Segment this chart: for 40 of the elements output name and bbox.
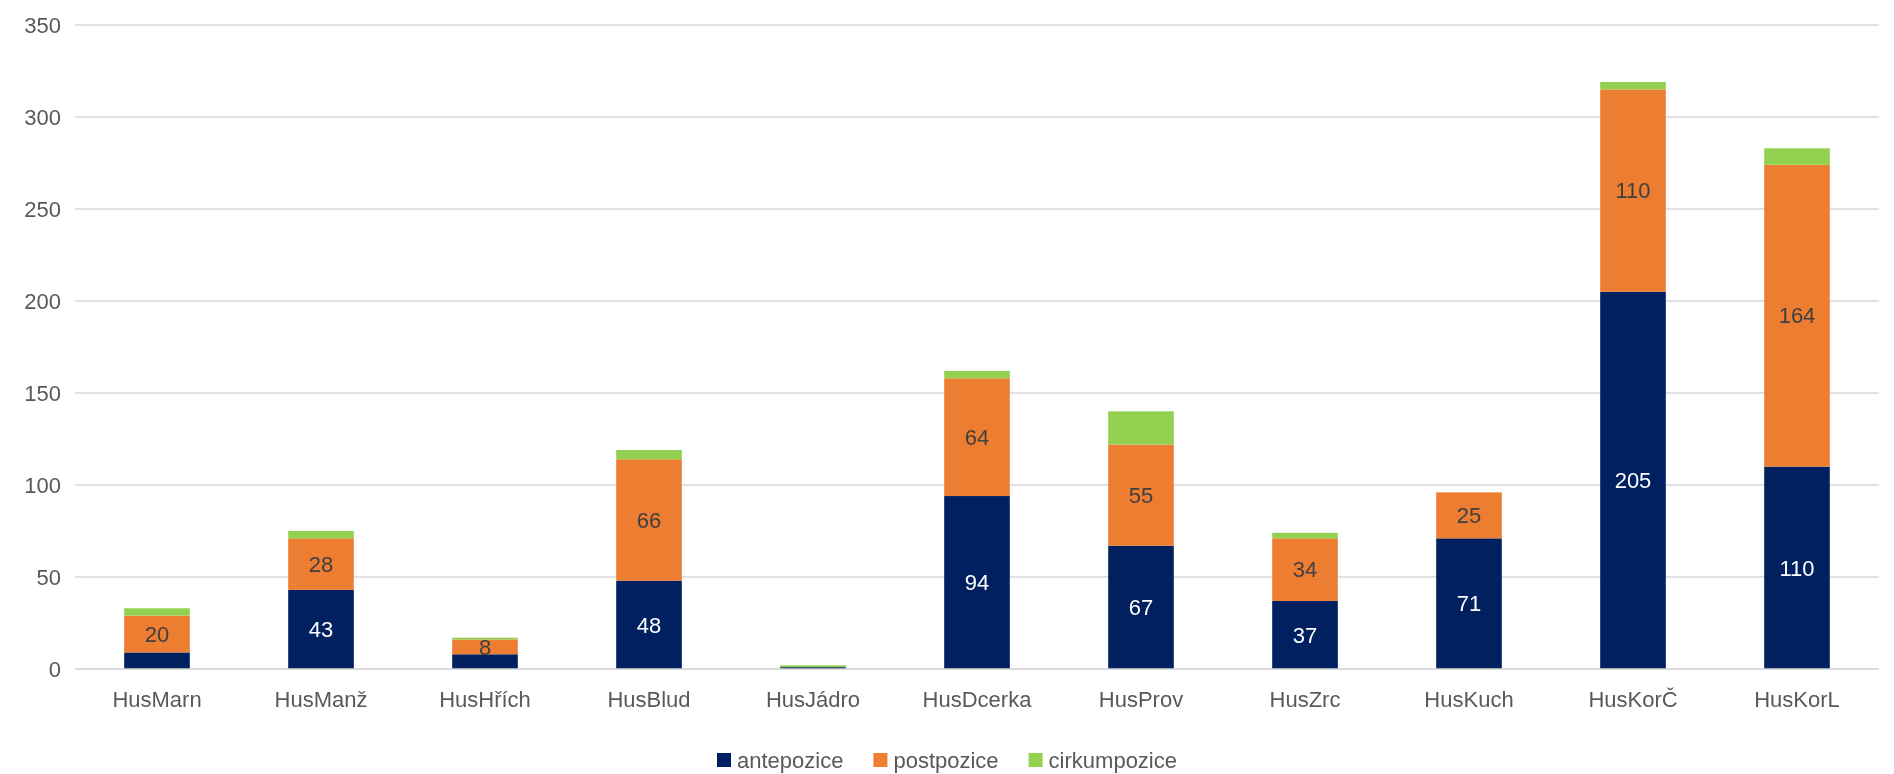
data-label: 8 <box>478 634 492 660</box>
data-label: 110 <box>1615 178 1651 204</box>
x-tick-label: HusBlud <box>607 687 691 712</box>
y-tick-label: 350 <box>24 12 61 38</box>
data-label: 55 <box>1128 482 1154 508</box>
y-tick-label: 200 <box>24 288 61 314</box>
data-label: 43 <box>308 617 334 643</box>
y-tick-label: 100 <box>24 472 61 498</box>
x-tick-label: HusProv <box>1098 687 1184 712</box>
x-tick-label: HusDcerka <box>922 687 1033 712</box>
data-label: 164 <box>1778 303 1816 329</box>
data-label: 71 <box>1456 591 1482 617</box>
x-tick-label: HusKorL <box>1754 687 1840 712</box>
data-label: 64 <box>964 424 990 450</box>
x-tick-label: HusJádro <box>765 687 861 712</box>
data-label: 205 <box>1614 468 1652 494</box>
y-tick-label: 250 <box>24 196 61 222</box>
x-tick-label: HusMarn <box>112 687 202 712</box>
x-tick-label: HusManž <box>274 687 368 712</box>
x-tick-label: HusZrc <box>1269 687 1341 712</box>
data-label: 20 <box>144 621 170 647</box>
x-tick-label: HusHřích <box>439 687 531 712</box>
legend-label: postpozice <box>893 747 999 773</box>
data-label: 48 <box>636 612 662 638</box>
legend-label: antepozice <box>737 747 844 773</box>
data-label: 110 <box>1779 555 1815 581</box>
data-label: 34 <box>1292 557 1318 583</box>
data-label: 66 <box>636 507 662 533</box>
y-tick-label: 300 <box>24 104 61 130</box>
y-tick-label: 150 <box>24 380 61 406</box>
data-label: 37 <box>1292 622 1318 648</box>
data-label: 94 <box>964 570 990 596</box>
x-tick-label: HusKorČ <box>1588 687 1678 712</box>
legend-label: cirkumpozice <box>1048 747 1177 773</box>
data-label: 67 <box>1128 595 1154 621</box>
y-tick-label: 50 <box>36 564 61 590</box>
data-label: 28 <box>308 551 334 577</box>
y-tick-label: 0 <box>48 656 61 682</box>
data-label: 25 <box>1456 503 1482 529</box>
x-tick-label: HusKuch <box>1424 687 1514 712</box>
